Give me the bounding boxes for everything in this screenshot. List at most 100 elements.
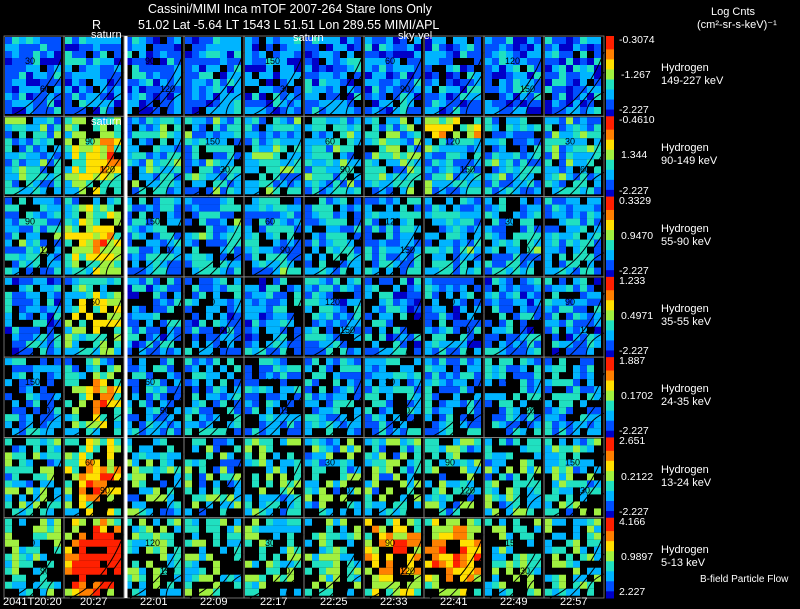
- contour-line: [87, 553, 125, 599]
- heatmap-cell: [146, 131, 153, 139]
- heatmap-cell: [492, 414, 499, 422]
- heatmap-cell: [312, 487, 319, 495]
- heatmap-cell: [594, 414, 601, 422]
- heatmap-cell: [587, 298, 594, 306]
- heatmap-cell: [386, 473, 393, 481]
- heatmap-cell: [552, 72, 559, 79]
- heatmap-cell: [407, 65, 414, 72]
- contour-line: [45, 573, 65, 599]
- heatmap-cell: [400, 93, 407, 100]
- heatmap-cell: [79, 574, 86, 582]
- heatmap-cell: [132, 546, 139, 554]
- heatmap-cell: [580, 79, 587, 86]
- heatmap-cell: [432, 93, 439, 100]
- heatmap-cell: [185, 421, 192, 429]
- heatmap-cell: [467, 319, 474, 327]
- heatmap-cell: [393, 372, 400, 380]
- heatmap-cell: [340, 145, 347, 153]
- heatmap-cell: [146, 319, 153, 327]
- contour-label: 90: [280, 245, 290, 255]
- heatmap-cell: [132, 312, 139, 320]
- heatmap-cell: [414, 393, 421, 401]
- colorbar-segment: [606, 129, 614, 134]
- heatmap-cell: [26, 138, 33, 146]
- heatmap-cell: [266, 340, 273, 348]
- heatmap-cell: [160, 204, 167, 212]
- heatmap-cell: [72, 58, 79, 65]
- heatmap-cell: [386, 428, 393, 436]
- contour-label: 60: [205, 297, 215, 307]
- heatmap-cell: [594, 152, 601, 160]
- heatmap-cell: [12, 445, 19, 453]
- heatmap-cell: [467, 79, 474, 86]
- heatmap-cell: [545, 79, 552, 86]
- heatmap-cell: [266, 305, 273, 313]
- heatmap-cell: [245, 326, 252, 334]
- heatmap-cell: [245, 44, 252, 51]
- heatmap-cell: [566, 298, 573, 306]
- heatmap-cell: [252, 246, 259, 254]
- heatmap-cell: [206, 421, 213, 429]
- heatmap-cell: [93, 218, 100, 226]
- heatmap-cell: [499, 452, 506, 460]
- heatmap-cell: [72, 253, 79, 261]
- heatmap-cell: [213, 340, 220, 348]
- heatmap-cell: [280, 466, 287, 474]
- heatmap-cell: [552, 187, 559, 195]
- heatmap-cell: [365, 407, 372, 415]
- contour-line: [9, 373, 65, 438]
- heatmap-cell: [65, 166, 72, 174]
- heatmap-cell: [192, 107, 199, 114]
- heatmap-cell: [312, 466, 319, 474]
- heatmap-cell: [139, 117, 146, 125]
- heatmap-cell: [580, 100, 587, 107]
- heatmap-cell: [5, 173, 12, 181]
- heatmap-cell: [234, 305, 241, 313]
- heatmap-cell: [185, 152, 192, 160]
- heatmap-cell: [79, 588, 86, 596]
- heatmap-cell: [79, 239, 86, 247]
- heatmap-cell: [407, 473, 414, 481]
- heatmap-cell: [492, 44, 499, 51]
- heatmap-cell: [192, 117, 199, 125]
- heatmap-cell: [407, 253, 414, 261]
- heatmap-cell: [545, 145, 552, 153]
- heatmap-cell: [206, 232, 213, 240]
- heatmap-cell: [72, 291, 79, 299]
- heatmap-cell: [566, 319, 573, 327]
- heatmap-cell: [326, 58, 333, 65]
- heatmap-cell: [65, 37, 72, 44]
- heatmap-cell: [393, 44, 400, 51]
- heatmap-cell: [287, 487, 294, 495]
- heatmap-cell: [192, 145, 199, 153]
- heatmap-cell: [12, 539, 19, 547]
- heatmap-cell: [227, 239, 234, 247]
- heatmap-cell: [287, 225, 294, 233]
- heatmap-cell: [386, 79, 393, 86]
- heatmap-cell: [40, 581, 47, 589]
- heatmap-cell: [227, 159, 234, 167]
- heatmap-cell: [580, 204, 587, 212]
- heatmap-cell: [499, 187, 506, 195]
- heatmap-cell: [520, 51, 527, 58]
- heatmap-cell: [485, 487, 492, 495]
- heatmap-cell: [47, 159, 54, 167]
- heatmap-cell: [347, 159, 354, 167]
- heatmap-cell: [273, 232, 280, 240]
- heatmap-cell: [319, 347, 326, 355]
- contour-line: [585, 91, 605, 117]
- colorbar-segment: [606, 270, 614, 275]
- heatmap-cell: [100, 473, 107, 481]
- heatmap-cell: [167, 131, 174, 139]
- heatmap-cell: [432, 253, 439, 261]
- heatmap-cell: [439, 58, 446, 65]
- heatmap-cell: [506, 421, 513, 429]
- contour-label: 90: [40, 566, 50, 576]
- heatmap-cell: [287, 239, 294, 247]
- heatmap-cell: [312, 218, 319, 226]
- heatmap-cell: [206, 239, 213, 247]
- heatmap-cell: [580, 225, 587, 233]
- heatmap-cell: [86, 428, 93, 436]
- heatmap-cell: [534, 86, 541, 93]
- heatmap-cell: [132, 93, 139, 100]
